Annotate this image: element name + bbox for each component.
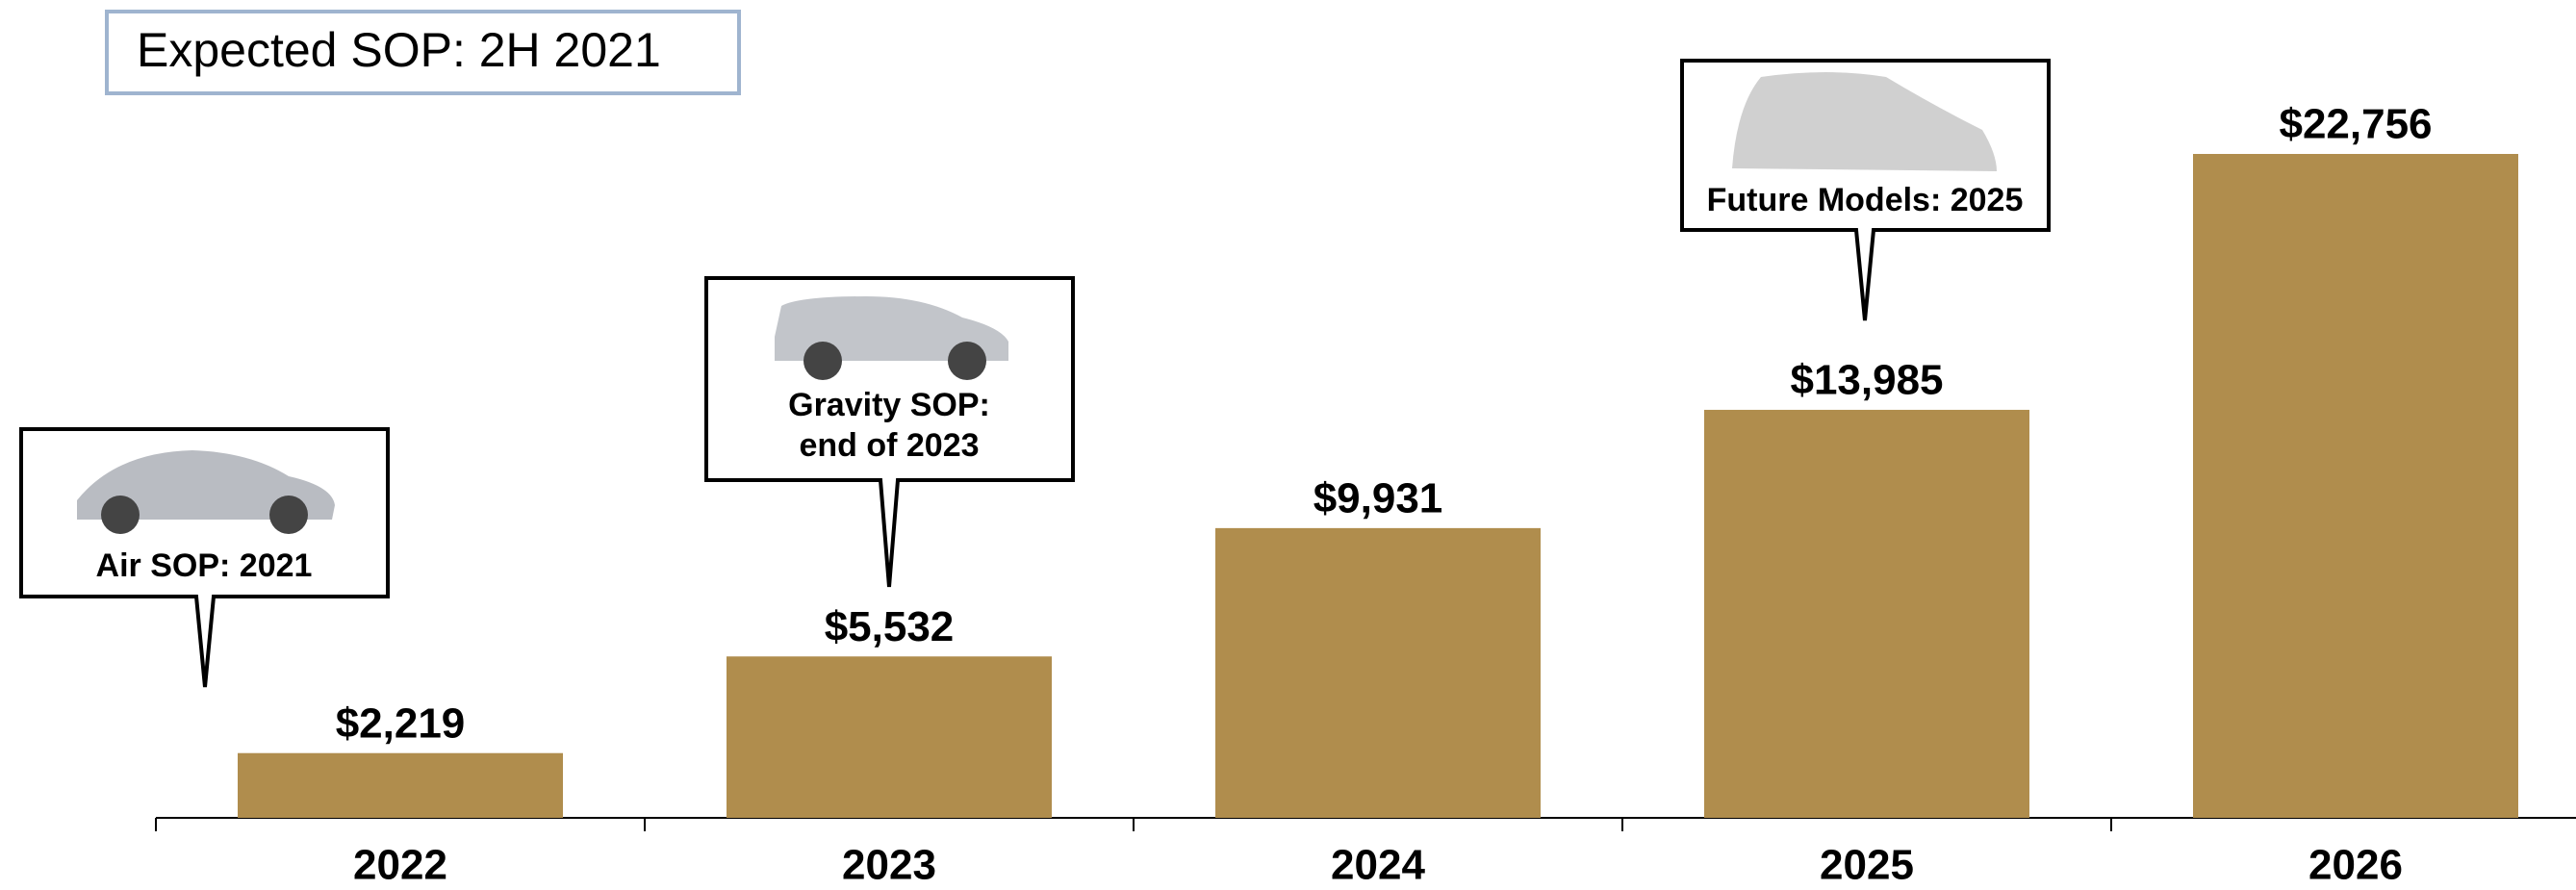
bar bbox=[2193, 154, 2518, 818]
wheel bbox=[803, 342, 842, 380]
x-tick-label: 2026 bbox=[2308, 842, 2403, 889]
callout-text: Gravity SOP: bbox=[788, 387, 990, 423]
title-box bbox=[105, 10, 741, 95]
bar bbox=[727, 656, 1052, 818]
callout-gravity: Gravity SOP: end of 2023 bbox=[704, 276, 1075, 588]
wheel bbox=[101, 496, 140, 534]
value-label: $2,219 bbox=[336, 699, 466, 747]
value-label: $22,756 bbox=[2279, 101, 2432, 148]
car-icon bbox=[77, 450, 335, 520]
wheel bbox=[948, 342, 986, 380]
value-label: $5,532 bbox=[825, 603, 955, 650]
value-label: $13,985 bbox=[1790, 357, 1943, 404]
x-tick-label: 2024 bbox=[1331, 842, 1425, 889]
x-tick-label: 2022 bbox=[353, 842, 447, 889]
value-label: $9,931 bbox=[1314, 475, 1443, 522]
callout-air: Air SOP: 2021 bbox=[19, 427, 390, 688]
bar bbox=[238, 752, 563, 818]
callout-text: end of 2023 bbox=[799, 427, 979, 464]
x-tick-label: 2023 bbox=[842, 842, 936, 889]
x-tick-label: 2025 bbox=[1820, 842, 1914, 889]
chart-title: Expected SOP: 2H 2021 bbox=[137, 23, 661, 77]
bar bbox=[1704, 409, 2029, 818]
wheel bbox=[269, 496, 308, 534]
callout-text: Future Models: 2025 bbox=[1707, 182, 2024, 218]
bar bbox=[1215, 527, 1541, 818]
callout-future: Future Models: 2025 bbox=[1680, 59, 2051, 321]
callout-text: Air SOP: 2021 bbox=[96, 547, 313, 584]
car-icon bbox=[1732, 72, 1997, 171]
